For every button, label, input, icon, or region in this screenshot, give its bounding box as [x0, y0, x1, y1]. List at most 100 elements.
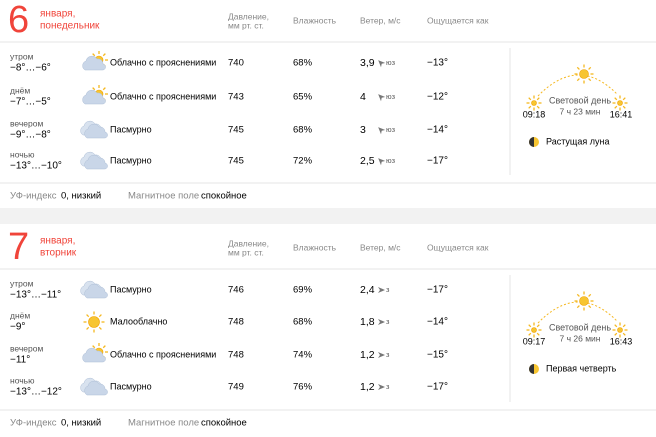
- sun-ray: [86, 326, 90, 330]
- weather-icon: [82, 51, 108, 71]
- sunset: 16:43: [610, 336, 633, 346]
- sun-ray: [614, 324, 618, 328]
- magnetic-label: Магнитное поле: [128, 191, 199, 202]
- temperature: −9°: [10, 322, 25, 333]
- sunrise: 09:17: [523, 336, 546, 346]
- humidity: 68%: [293, 58, 313, 69]
- period: утром: [10, 51, 34, 61]
- humidity: 68%: [293, 125, 313, 136]
- wind-speed: 4: [360, 91, 366, 103]
- sun-ray: [622, 324, 626, 328]
- sun-ray: [588, 293, 592, 297]
- column-header: Ветер, м/с: [360, 15, 401, 25]
- cloud: [84, 283, 108, 299]
- humidity: 76%: [293, 382, 313, 393]
- pressure: 743: [228, 92, 244, 103]
- sun-position: [574, 291, 594, 311]
- day-number: 7: [8, 226, 29, 268]
- cloud: [84, 380, 108, 396]
- sun-ray: [614, 97, 618, 101]
- wind-direction: юз: [386, 58, 396, 67]
- condition: Облачно с прояснениями: [110, 57, 216, 67]
- sun-ray: [92, 345, 96, 349]
- column-header: мм рт. ст.: [228, 20, 264, 30]
- sun: [617, 327, 623, 333]
- sun-ray: [536, 324, 540, 328]
- sun-ray: [536, 97, 540, 101]
- sun-arc: [537, 74, 618, 97]
- sunrise: 09:18: [523, 109, 546, 119]
- sun: [531, 327, 537, 333]
- sun-ray: [98, 314, 102, 318]
- weather-icon: [80, 280, 108, 299]
- sun-ray: [576, 305, 580, 309]
- sun-ray: [622, 105, 626, 109]
- sun-ray: [622, 332, 626, 336]
- temperature: −9°…−8°: [10, 130, 51, 141]
- sun-ray: [528, 97, 532, 101]
- uv-label: УФ-индекс: [10, 191, 57, 202]
- sunset-icon: [612, 322, 628, 338]
- condition: Пасмурно: [110, 381, 152, 391]
- pressure: 745: [228, 125, 244, 136]
- weekday: понедельник: [40, 21, 100, 32]
- sun: [88, 316, 100, 328]
- period: днём: [10, 310, 30, 320]
- column-header: Давление,: [228, 11, 269, 21]
- sunrise-icon: [526, 95, 542, 111]
- temperature: −7°…−5°: [10, 97, 51, 108]
- sunrise-icon: [526, 322, 542, 338]
- feels-like: −17°: [427, 382, 448, 393]
- pressure: 749: [228, 382, 244, 393]
- cloud: [82, 347, 106, 363]
- moon-phase: Растущая луна: [546, 136, 609, 146]
- wind-speed: 1,2: [360, 381, 375, 393]
- sun-ray: [92, 53, 96, 57]
- sunset: 16:41: [610, 109, 633, 119]
- sun-ray: [536, 332, 540, 336]
- moon-shadow: [529, 364, 534, 374]
- sun-ray: [614, 105, 618, 109]
- wind-speed: 3,9: [360, 57, 375, 69]
- period: ночью: [10, 149, 35, 159]
- weather-icon: [82, 343, 108, 363]
- pressure: 746: [228, 285, 244, 296]
- condition: Облачно с прояснениями: [110, 91, 216, 101]
- weather-icon: [83, 311, 105, 333]
- weather-icon: [80, 377, 108, 396]
- weather-icon: [82, 85, 108, 105]
- weather-icon: [80, 151, 108, 170]
- feels-like: −17°: [427, 156, 448, 167]
- uv: 0, низкий: [61, 191, 101, 202]
- humidity: 69%: [293, 285, 313, 296]
- temperature: −11°: [10, 355, 30, 366]
- feels-like: −14°: [427, 317, 448, 328]
- wind-direction: з: [386, 285, 390, 294]
- wind-direction: юз: [386, 156, 396, 165]
- humidity: 65%: [293, 92, 313, 103]
- wind-arrow: [378, 60, 386, 68]
- condition: Пасмурно: [110, 284, 152, 294]
- month: января,: [40, 9, 75, 20]
- period: вечером: [10, 343, 43, 353]
- wind-direction: з: [386, 317, 390, 326]
- sun-ray: [576, 66, 580, 70]
- cloud: [84, 154, 108, 170]
- sun-ray: [102, 87, 106, 91]
- daylight: 7 ч 26 мин: [560, 333, 601, 343]
- sun-ray: [588, 66, 592, 70]
- wind-arrow: [378, 94, 386, 102]
- wind-arrow: [378, 287, 385, 293]
- column-header: Влажность: [293, 15, 337, 25]
- weather-icon: [80, 120, 108, 139]
- sun: [617, 100, 623, 106]
- condition: Малооблачно: [110, 316, 167, 326]
- wind-speed: 2,5: [360, 155, 375, 167]
- moon-phase: Первая четверть: [546, 363, 617, 373]
- cloud: [82, 55, 106, 71]
- wind-direction: з: [386, 350, 390, 359]
- month: января,: [40, 236, 75, 247]
- daylight: 7 ч 23 мин: [560, 106, 601, 116]
- sun-ray: [588, 78, 592, 82]
